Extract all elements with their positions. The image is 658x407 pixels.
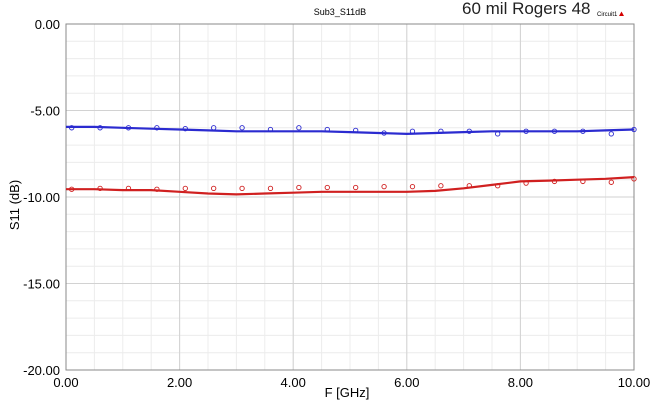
data-point-marker [608, 179, 614, 185]
data-point-marker [154, 125, 160, 131]
legend-item-circuit1: Circuit1 [597, 12, 618, 18]
x-tick-label: 8.00 [508, 375, 533, 390]
data-point-marker [438, 128, 444, 134]
data-point-marker [324, 126, 330, 133]
data-point-marker [495, 183, 501, 189]
data-point-marker [154, 186, 160, 192]
data-point-marker [353, 184, 359, 191]
data-point-marker [324, 184, 330, 191]
x-tick-label: 6.00 [394, 375, 419, 390]
data-point-marker [523, 128, 529, 134]
y-tick-label: -20.00 [23, 363, 60, 378]
data-point-marker [466, 183, 472, 189]
series-layer [66, 125, 637, 196]
data-point-marker [353, 127, 359, 134]
x-axis-label: F [GHz] [325, 385, 370, 400]
data-point-marker [69, 125, 75, 131]
series-line-0 [66, 125, 635, 136]
y-tick-label: -10.00 [23, 190, 60, 205]
data-point-marker [97, 185, 103, 192]
data-point-marker [608, 131, 614, 137]
data-point-marker [631, 176, 637, 182]
data-point-marker [182, 126, 188, 132]
data-point-marker [211, 125, 217, 131]
legend-triangle-icon [619, 11, 624, 16]
data-point-marker [409, 128, 416, 134]
data-point-marker [495, 131, 501, 137]
data-point-marker [69, 186, 75, 192]
data-point-marker [580, 128, 586, 134]
data-point-marker [466, 128, 472, 134]
data-point-marker [97, 125, 103, 131]
data-point-marker [438, 183, 444, 189]
data-point-marker [551, 178, 558, 185]
data-point-marker [211, 185, 217, 192]
x-tick-label: 10.00 [618, 375, 651, 390]
series-line-2 [66, 176, 635, 196]
data-point-marker [631, 126, 637, 133]
data-point-marker [267, 185, 274, 192]
x-tick-label: 0.00 [53, 375, 78, 390]
data-point-marker [125, 185, 132, 192]
data-point-marker [182, 185, 188, 192]
legend: Circuit1 [597, 11, 624, 18]
data-point-marker [296, 125, 302, 131]
x-tick-label: 2.00 [167, 375, 192, 390]
chart-title: Sub3_S11dB [314, 7, 366, 17]
y-tick-labels: 0.00 -5.00 -10.00 -15.00 -20.00 [23, 17, 60, 378]
y-tick-label: -5.00 [30, 104, 60, 119]
data-point-marker [125, 125, 132, 131]
data-point-marker [381, 130, 387, 136]
y-tick-label: -15.00 [23, 277, 60, 292]
data-point-marker [296, 184, 302, 191]
data-point-marker [381, 183, 387, 190]
data-point-marker [551, 128, 558, 134]
data-point-marker [267, 126, 274, 133]
data-point-marker [523, 180, 529, 186]
x-tick-label: 4.00 [281, 375, 306, 390]
plot-frame [65, 23, 635, 371]
y-axis-label: S11 (dB) [7, 180, 22, 230]
overlay-label: 60 mil Rogers 48 [462, 0, 591, 18]
data-point-marker [239, 185, 245, 192]
x-tick-labels: 0.00 2.00 4.00 6.00 8.00 10.00 [53, 375, 650, 390]
data-point-marker [239, 125, 245, 131]
y-tick-label: 0.00 [35, 17, 60, 32]
data-point-marker [580, 178, 586, 185]
data-point-marker [409, 183, 416, 190]
